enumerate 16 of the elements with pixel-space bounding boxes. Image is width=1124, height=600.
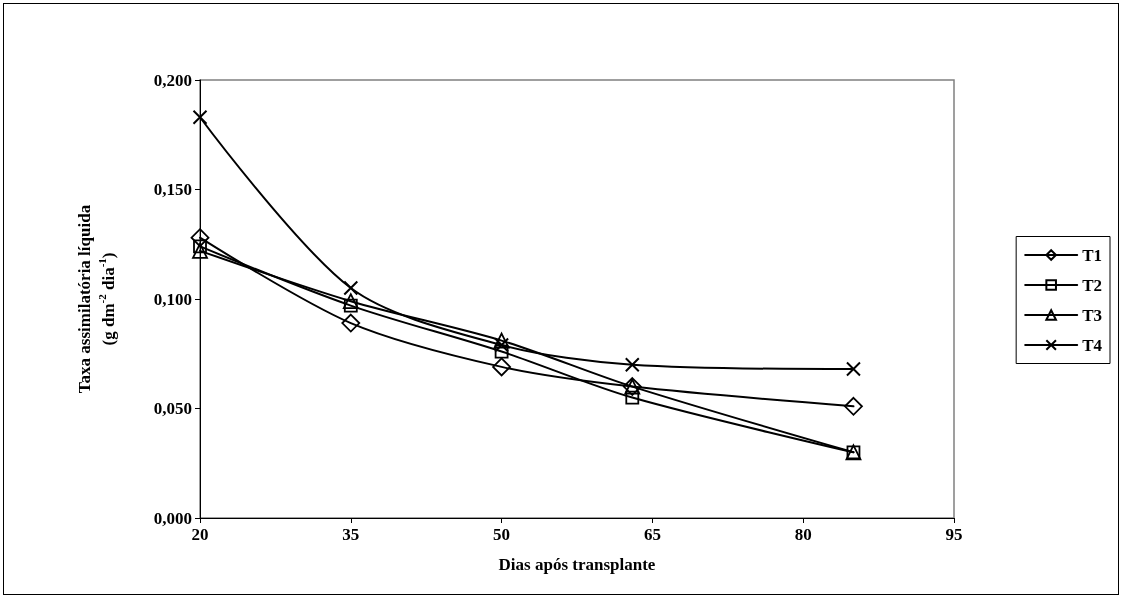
- y-tick-label: 0,100: [153, 289, 192, 309]
- legend-label: T2: [1082, 275, 1102, 295]
- y-tick-label: 0,200: [153, 70, 192, 90]
- legend-label: T3: [1082, 305, 1102, 325]
- x-tick-label: 20: [191, 525, 209, 544]
- x-tick-label: 50: [493, 525, 511, 544]
- y-tick-label: 0,150: [153, 180, 192, 199]
- x-axis-title: Dias após transplante: [498, 554, 656, 574]
- legend-label: T1: [1082, 245, 1102, 265]
- x-tick-label: 95: [945, 525, 963, 544]
- y-tick-label: 0,050: [153, 399, 192, 418]
- legend-label: T4: [1082, 335, 1103, 355]
- x-tick-label: 65: [643, 525, 661, 544]
- x-tick-label: 80: [794, 525, 812, 544]
- y-tick-label: 0,000: [153, 508, 192, 528]
- x-tick-label: 35: [342, 525, 360, 544]
